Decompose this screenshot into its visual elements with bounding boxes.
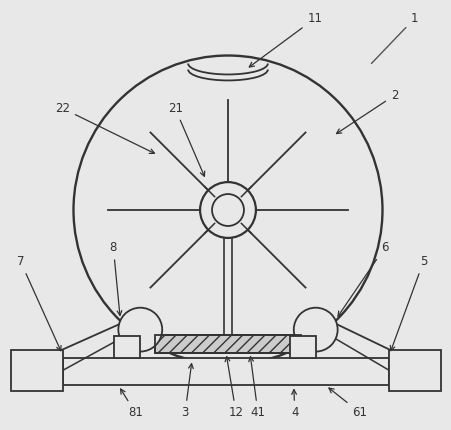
Bar: [390, 350, 441, 391]
Text: 81: 81: [120, 389, 143, 419]
Text: 22: 22: [55, 102, 155, 154]
Text: 6: 6: [338, 241, 388, 316]
Circle shape: [212, 194, 244, 226]
Text: 1: 1: [372, 12, 418, 64]
Bar: [155, 335, 301, 353]
Circle shape: [294, 308, 338, 352]
Text: 21: 21: [168, 102, 205, 176]
Text: 12: 12: [225, 356, 244, 419]
Circle shape: [118, 308, 162, 352]
Text: 11: 11: [249, 12, 322, 67]
Bar: [290, 335, 316, 357]
Bar: [63, 357, 390, 385]
Circle shape: [200, 182, 256, 238]
Bar: [155, 335, 301, 353]
Text: 4: 4: [291, 390, 299, 419]
Bar: [115, 335, 140, 357]
Text: 5: 5: [390, 255, 427, 350]
Text: 41: 41: [249, 357, 265, 419]
Text: 3: 3: [181, 364, 193, 419]
Bar: [11, 350, 63, 391]
Text: 7: 7: [17, 255, 61, 351]
Text: 8: 8: [110, 241, 122, 316]
Text: 61: 61: [329, 388, 367, 419]
Text: 2: 2: [336, 89, 398, 134]
